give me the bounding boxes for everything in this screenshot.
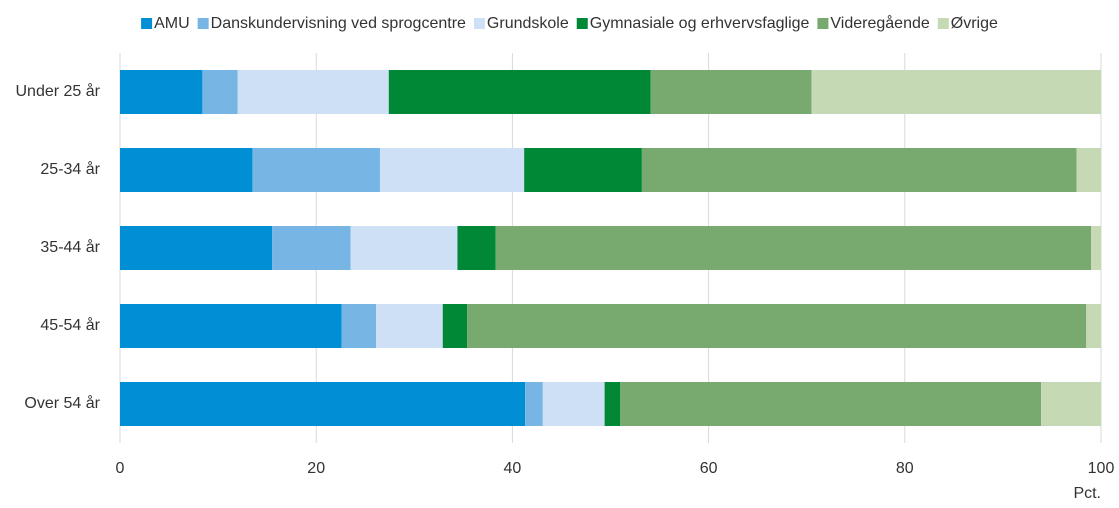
bar-segment bbox=[650, 70, 812, 114]
bar-segment bbox=[467, 304, 1087, 348]
bar-segment bbox=[1041, 382, 1101, 426]
legend-label: Grundskole bbox=[487, 15, 569, 32]
legend-label: AMU bbox=[154, 15, 190, 32]
legend-label: Gymnasiale og erhvervsfaglige bbox=[590, 15, 810, 32]
bar-segment bbox=[120, 148, 253, 192]
x-tick-label: 0 bbox=[116, 460, 125, 477]
bar-segment bbox=[202, 70, 238, 114]
y-tick-label: 45-54 år bbox=[40, 316, 100, 334]
legend-label: Danskundervisning ved sprogcentre bbox=[211, 15, 466, 32]
x-tick-label: 80 bbox=[896, 460, 914, 477]
legend-label: Videregående bbox=[830, 14, 929, 32]
bar-segment bbox=[388, 70, 651, 114]
y-tick-label: Over 54 år bbox=[24, 394, 100, 412]
bar-segment bbox=[457, 226, 496, 270]
x-axis-label: Pct. bbox=[1073, 485, 1101, 502]
legend-label: Øvrige bbox=[951, 15, 998, 32]
bar-segment bbox=[120, 304, 342, 348]
bar-segment bbox=[1091, 226, 1101, 270]
bar-segment bbox=[379, 148, 525, 192]
y-tick-label: 35-44 år bbox=[40, 238, 100, 256]
bar-segment bbox=[524, 148, 642, 192]
bar-segment bbox=[620, 382, 1042, 426]
legend-swatch bbox=[817, 18, 829, 29]
legend: AMU Danskundervisning ved sprogcentre Grun… bbox=[141, 14, 998, 32]
x-tick-label: 60 bbox=[700, 460, 718, 477]
legend-swatch bbox=[473, 18, 485, 29]
legend-swatch bbox=[197, 18, 209, 29]
bar-segment bbox=[1076, 148, 1101, 192]
bar-segment bbox=[120, 226, 273, 270]
legend-swatch bbox=[937, 18, 949, 29]
x-tick-label: 20 bbox=[307, 460, 325, 477]
bar-segment bbox=[442, 304, 468, 348]
bar-segment bbox=[525, 382, 543, 426]
y-tick-label: 25-34 år bbox=[40, 160, 100, 178]
bar-segment bbox=[811, 70, 1101, 114]
legend-swatch bbox=[576, 18, 588, 29]
bar-segment bbox=[542, 382, 605, 426]
bar-segment bbox=[252, 148, 380, 192]
bar-segment bbox=[120, 70, 203, 114]
bar-segment bbox=[237, 70, 389, 114]
bar-segment bbox=[604, 382, 621, 426]
y-tick-label: Under 25 år bbox=[16, 82, 101, 100]
bar-segment bbox=[495, 226, 1092, 270]
bar-segment bbox=[641, 148, 1077, 192]
bar-segment bbox=[376, 304, 443, 348]
x-tick-label: 100 bbox=[1088, 460, 1115, 477]
bar-segment bbox=[120, 382, 526, 426]
bar-segment bbox=[272, 226, 351, 270]
legend-swatch bbox=[141, 18, 153, 29]
x-tick-label: 40 bbox=[504, 460, 522, 477]
bar-segment bbox=[1086, 304, 1101, 348]
bar-segment bbox=[350, 226, 458, 270]
bar-segment bbox=[341, 304, 377, 348]
